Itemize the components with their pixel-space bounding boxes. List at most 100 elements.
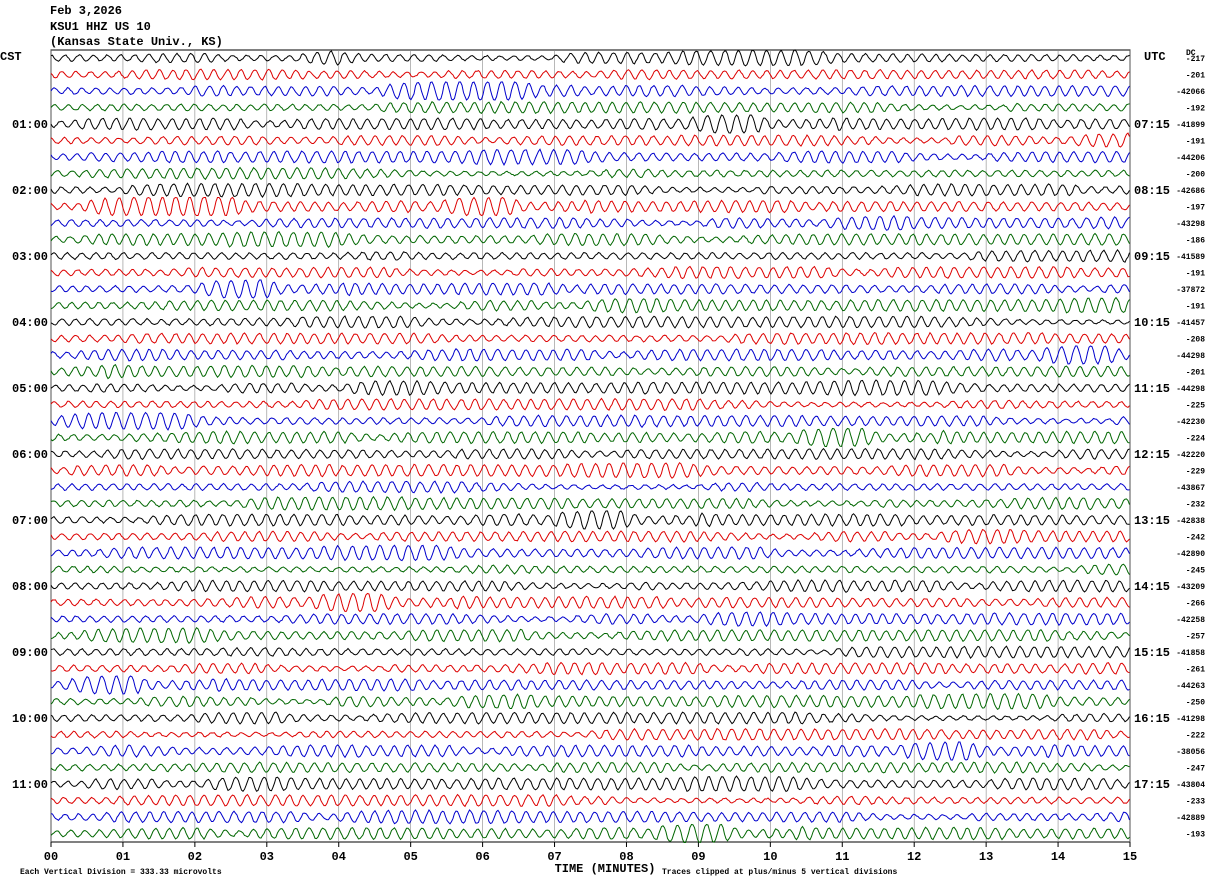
dc-value: -191 <box>1186 303 1205 312</box>
dc-title: DC <box>1186 49 1196 58</box>
left-time: 10:00 <box>12 712 48 726</box>
x-tick-label: 04 <box>332 850 346 864</box>
station: KSU1 HHZ US 10 <box>50 20 151 34</box>
right-time: 07:15 <box>1134 118 1170 132</box>
trace <box>50 182 1130 198</box>
dc-value: -41457 <box>1176 319 1205 328</box>
trace <box>50 49 1130 67</box>
left-time: 09:00 <box>12 646 48 660</box>
trace <box>50 823 1130 844</box>
dc-value: -42686 <box>1176 187 1205 196</box>
trace <box>50 510 1130 530</box>
dc-value: -42230 <box>1176 418 1205 427</box>
dc-value: -43209 <box>1176 583 1205 592</box>
trace <box>50 528 1130 545</box>
trace <box>50 411 1130 431</box>
dc-value: -222 <box>1186 732 1205 741</box>
left-time: 03:00 <box>12 250 48 264</box>
dc-value: -41589 <box>1176 253 1205 262</box>
trace <box>50 427 1130 448</box>
right-time: 09:15 <box>1134 250 1170 264</box>
right-time: 10:15 <box>1134 316 1170 330</box>
dc-value: -38056 <box>1176 748 1205 757</box>
trace <box>50 544 1130 562</box>
dc-value: -42890 <box>1176 550 1205 559</box>
trace <box>50 248 1130 263</box>
trace <box>50 741 1130 761</box>
clip-note: Traces clipped at plus/minus 5 vertical … <box>662 868 897 877</box>
x-tick-label: 11 <box>835 850 849 864</box>
trace <box>50 461 1130 479</box>
division-note: Each Vertical Division = 333.33 microvol… <box>20 868 222 877</box>
trace <box>50 611 1130 628</box>
trace <box>50 265 1130 280</box>
trace <box>50 364 1130 380</box>
dc-value: -191 <box>1186 138 1205 147</box>
left-time: 11:00 <box>12 778 48 792</box>
dc-value: -186 <box>1186 237 1205 246</box>
x-tick-label: 02 <box>188 850 202 864</box>
trace <box>50 727 1130 741</box>
x-tick-label: 05 <box>403 850 417 864</box>
dc-value: -191 <box>1186 270 1205 279</box>
left-time: 05:00 <box>12 382 48 396</box>
dc-value: -44298 <box>1176 385 1205 394</box>
trace <box>50 132 1130 148</box>
trace <box>50 761 1130 774</box>
trace <box>50 331 1130 346</box>
x-tick-label: 06 <box>475 850 489 864</box>
right-time: 13:15 <box>1134 514 1170 528</box>
trace <box>50 495 1130 512</box>
right-time: 15:15 <box>1134 646 1170 660</box>
dc-value: -224 <box>1186 435 1205 444</box>
dc-value: -225 <box>1186 402 1205 411</box>
trace <box>50 793 1130 808</box>
trace <box>50 397 1130 412</box>
dc-value: -42066 <box>1176 88 1205 97</box>
dc-value: -42220 <box>1176 451 1205 460</box>
dc-value: -200 <box>1186 171 1205 180</box>
trace <box>50 68 1130 81</box>
left-time: 07:00 <box>12 514 48 528</box>
x-tick-label: 09 <box>691 850 705 864</box>
dc-value: -42838 <box>1176 517 1205 526</box>
trace <box>50 81 1130 101</box>
left-time: 06:00 <box>12 448 48 462</box>
dc-value: -250 <box>1186 699 1205 708</box>
trace <box>50 315 1130 329</box>
trace <box>50 166 1130 181</box>
trace <box>50 100 1130 115</box>
x-tick-label: 14 <box>1051 850 1065 864</box>
trace <box>50 345 1130 365</box>
trace <box>50 711 1130 725</box>
trace <box>50 214 1130 231</box>
x-tick-label: 08 <box>619 850 633 864</box>
dc-value: -43804 <box>1176 781 1205 790</box>
left-time: 08:00 <box>12 580 48 594</box>
trace <box>50 563 1130 576</box>
dc-value: -41298 <box>1176 715 1205 724</box>
x-tick-label: 15 <box>1123 850 1137 864</box>
trace <box>50 447 1130 461</box>
dc-value: -44298 <box>1176 352 1205 361</box>
dc-value: -229 <box>1186 468 1205 477</box>
right-time: 08:15 <box>1134 184 1170 198</box>
trace <box>50 592 1130 613</box>
x-tick-label: 00 <box>44 850 58 864</box>
left-time: 04:00 <box>12 316 48 330</box>
trace <box>50 661 1130 676</box>
dc-value: -261 <box>1186 666 1205 675</box>
trace <box>50 379 1130 397</box>
dc-value: -37872 <box>1176 286 1205 295</box>
trace <box>50 692 1130 710</box>
trace <box>50 480 1130 494</box>
dc-value: -245 <box>1186 567 1205 576</box>
right-time: 14:15 <box>1134 580 1170 594</box>
dc-value: -247 <box>1186 765 1205 774</box>
dc-value: -201 <box>1186 369 1205 378</box>
trace <box>50 114 1130 134</box>
dc-value: -201 <box>1186 72 1205 81</box>
trace <box>50 196 1130 217</box>
dc-value: -44206 <box>1176 154 1205 163</box>
